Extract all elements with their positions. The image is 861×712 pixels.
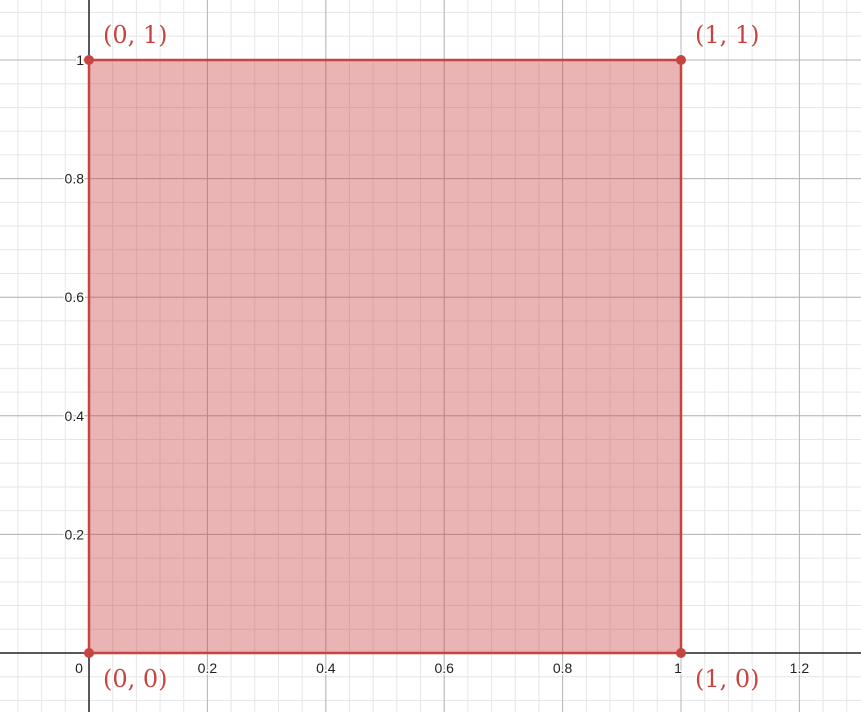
vertex-label: (1, 1) [695,21,760,49]
vertex-labels: (0, 0) (1, 0) (1, 1) (0, 1) [102,20,762,695]
x-tick-label: 0.4 [316,660,336,676]
x-tick-label: 0.2 [198,660,218,676]
x-tick-label: 1.2 [790,660,810,676]
x-tick-label: 0.8 [553,660,573,676]
vertex-point[interactable] [676,55,686,65]
vertex-label: (0, 1) [103,21,168,49]
y-tick-label: 1 [76,52,84,68]
shaded-polygon[interactable] [87,58,683,655]
vertex-point[interactable] [84,648,94,658]
vertex-point[interactable] [676,648,686,658]
tick-labels: 0 0.2 0.4 0.6 0.8 1 1.2 0.2 0.4 0.6 0.8 1 [63,51,811,678]
x-tick-label: 1 [674,660,682,676]
y-tick-label: 0.8 [65,171,85,187]
x-tick-label: 0.6 [434,660,454,676]
vertex-label: (1, 0) [695,665,760,693]
y-tick-label: 0.2 [65,526,85,542]
y-tick-label: 0.4 [65,408,85,424]
polygon-layer [84,55,686,658]
origin-label: 0 [75,660,83,676]
y-tick-label: 0.6 [65,289,85,305]
vertex-label: (0, 0) [103,665,168,693]
vertex-point[interactable] [84,55,94,65]
